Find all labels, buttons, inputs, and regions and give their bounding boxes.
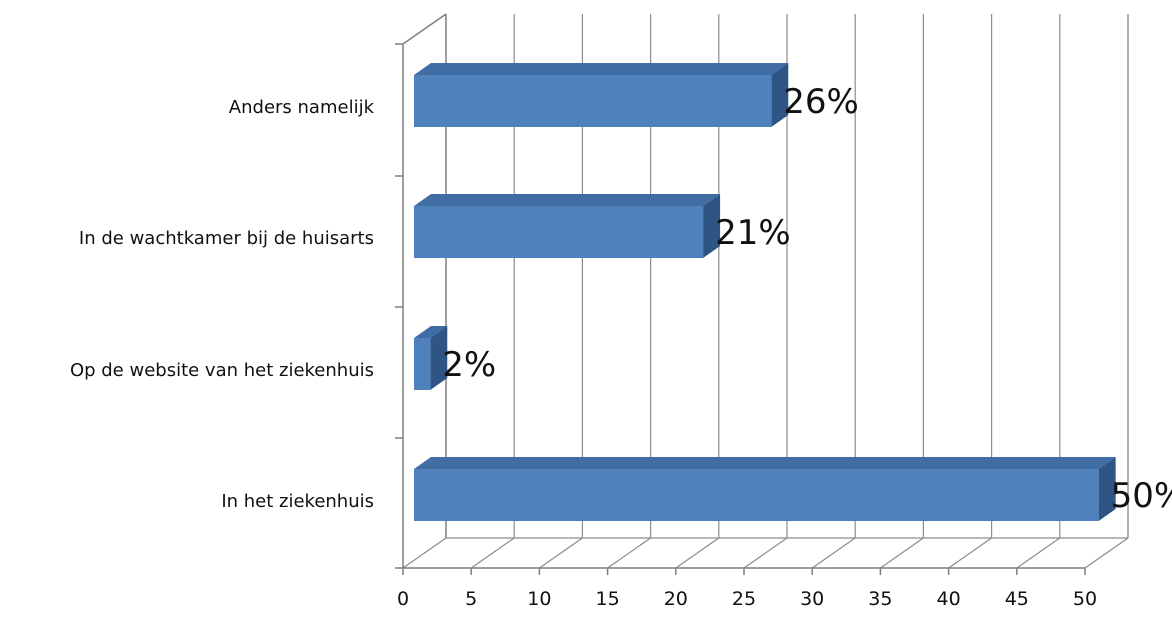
x-tick-label: 15	[596, 588, 620, 610]
category-label: Anders namelijk	[229, 97, 375, 118]
data-label: 50%	[1111, 476, 1172, 516]
bar	[414, 194, 721, 258]
floor-gridline	[675, 537, 720, 569]
floor-gridline	[948, 537, 992, 569]
bar-top-face	[414, 457, 1116, 469]
bar	[414, 63, 789, 127]
floor-gridline	[1016, 537, 1061, 569]
x-tick-label: 20	[664, 588, 688, 610]
floor-gridline	[539, 537, 583, 569]
bar	[414, 326, 448, 390]
data-label: 26%	[783, 82, 859, 122]
x-tick-label: 5	[465, 588, 477, 610]
bar-front-face	[414, 206, 704, 258]
left-wall-top-edge	[402, 13, 447, 45]
x-axis-tick-labels: 0 5 10 15 20 25 30 35 40 45 50	[397, 588, 1097, 610]
x-tick-label: 30	[800, 588, 824, 610]
floor-gridline	[880, 537, 924, 569]
category-label: In de wachtkamer bij de huisarts	[79, 228, 374, 249]
floor-gridline	[743, 537, 788, 569]
x-tick-label: 35	[868, 588, 892, 610]
bar-front-face	[414, 75, 772, 127]
category-label: In het ziekenhuis	[221, 491, 374, 512]
bar-side-face	[430, 326, 448, 390]
x-tick-label: 10	[527, 588, 551, 610]
bar-side-face	[771, 63, 789, 127]
bar-front-face	[414, 469, 1099, 521]
floor-gridline	[1084, 537, 1129, 569]
bar-top-face	[414, 63, 789, 75]
bar-side-face	[703, 194, 721, 258]
chart-bars	[414, 63, 1116, 521]
chart-walls	[395, 13, 1129, 575]
x-tick-label: 0	[397, 588, 409, 610]
x-tick-label: 50	[1073, 588, 1097, 610]
x-tick-label: 40	[937, 588, 961, 610]
floor-gridline	[811, 537, 856, 569]
category-label: Op de website van het ziekenhuis	[70, 360, 374, 381]
data-label: 21%	[715, 213, 791, 253]
bar-front-face	[414, 338, 431, 390]
bar-top-face	[414, 326, 448, 338]
floor-gridline	[402, 537, 447, 569]
x-tick-label: 45	[1005, 588, 1029, 610]
category-labels: Anders namelijk In de wachtkamer bij de h…	[70, 97, 375, 512]
floor-gridline	[607, 537, 651, 569]
data-labels: 26% 21% 2% 50%	[442, 82, 1172, 516]
floor-gridline	[470, 537, 515, 569]
bar	[414, 457, 1116, 521]
bar-top-face	[414, 194, 721, 206]
bar-side-face	[1098, 457, 1116, 521]
data-label: 2%	[442, 345, 496, 385]
x-tick-label: 25	[732, 588, 756, 610]
